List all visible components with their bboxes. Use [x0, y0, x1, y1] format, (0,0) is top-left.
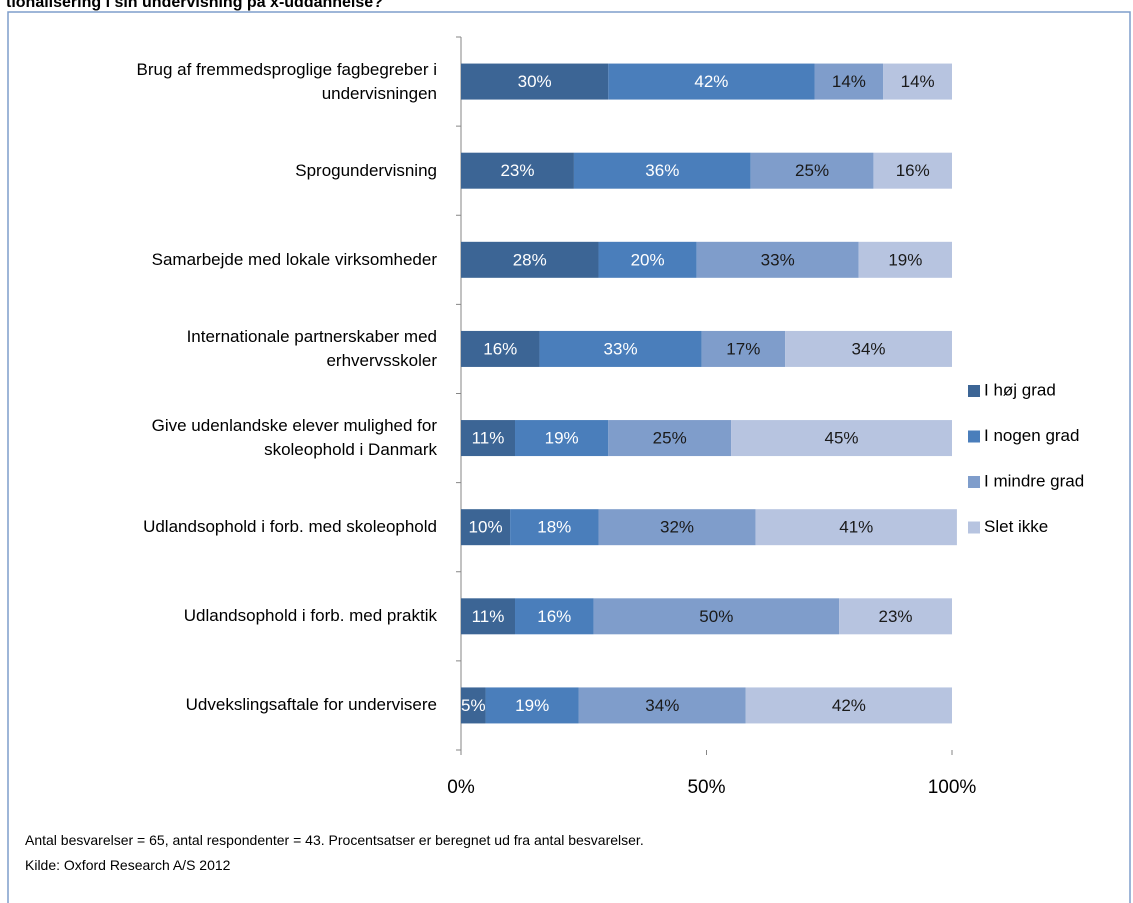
data-label: 11%: [472, 607, 505, 626]
data-label: 20%: [631, 250, 665, 269]
bar-segment: [608, 63, 815, 100]
data-label: 19%: [888, 250, 922, 269]
data-label: 33%: [604, 339, 638, 358]
bar-segment: [696, 241, 859, 278]
bar-segment: [461, 330, 540, 367]
bar-segment: [461, 420, 516, 457]
bar-segment: [461, 687, 486, 724]
data-label: 42%: [832, 696, 866, 715]
category-label: Udvekslingsaftale for undervisere: [185, 695, 437, 715]
footnote: Antal besvarelser = 65, antal respondent…: [25, 832, 644, 848]
bar-segment: [883, 63, 952, 100]
legend-label: I høj grad: [984, 380, 1056, 399]
data-label: 11%: [472, 429, 505, 448]
bar-segment: [461, 598, 516, 635]
category-label: Samarbejde med lokale virksomheder: [151, 249, 437, 269]
category-label: Brug af fremmedsproglige fagbegreber i u…: [136, 59, 438, 103]
bar-segment: [873, 152, 952, 189]
data-label: 16%: [483, 339, 517, 358]
data-label: 33%: [761, 250, 795, 269]
legend-label: I nogen grad: [984, 426, 1079, 445]
bar-segment: [745, 687, 952, 724]
x-tick-label: 100%: [928, 777, 977, 798]
bar-segment: [485, 687, 579, 724]
bar-segment: [578, 687, 746, 724]
data-label: 45%: [825, 429, 859, 448]
bar-segment: [750, 152, 874, 189]
bar-segment: [510, 509, 599, 546]
data-label: 42%: [694, 72, 728, 91]
bar-segment: [608, 420, 732, 457]
bar-segment: [593, 598, 840, 635]
data-label: 28%: [513, 250, 547, 269]
data-label: 5%: [461, 696, 486, 715]
bar-segment: [731, 420, 952, 457]
data-label: 50%: [699, 607, 733, 626]
data-label: 41%: [839, 518, 873, 537]
category-label: Udlandsophold i forb. med praktik: [183, 606, 437, 626]
category-label: Udlandsophold i forb. med skoleophold: [143, 517, 437, 537]
frame: [7, 11, 1131, 903]
data-label: 25%: [653, 429, 687, 448]
data-label: 19%: [545, 429, 579, 448]
bar-segment: [573, 152, 751, 189]
category-label: Internationale partnerskaber med erhverv…: [186, 326, 437, 370]
x-tick-label: 50%: [687, 777, 725, 798]
bar-segment: [755, 509, 957, 546]
chart-title: tionalisering i sin undervisning på x-ud…: [6, 0, 383, 11]
data-label: 36%: [645, 161, 679, 180]
legend-label: Slet ikke: [984, 517, 1048, 536]
bar-segment: [814, 63, 884, 100]
data-label: 32%: [660, 518, 694, 537]
footnote: Kilde: Oxford Research A/S 2012: [25, 857, 231, 873]
bar-segment: [858, 241, 952, 278]
legend-label: I mindre grad: [984, 471, 1084, 490]
bar-segment: [461, 509, 511, 546]
bar-segment: [461, 152, 574, 189]
data-label: 17%: [726, 339, 760, 358]
bar-segment: [461, 241, 599, 278]
data-label: 16%: [537, 607, 571, 626]
data-label: 14%: [832, 72, 866, 91]
data-label: 10%: [469, 518, 503, 537]
bar-segment: [598, 241, 697, 278]
legend-swatch: [968, 521, 980, 534]
data-label: 18%: [537, 518, 571, 537]
bar-segment: [785, 330, 952, 367]
category-label: Give udenlandske elever mulighed for sko…: [151, 416, 437, 460]
data-label: 19%: [515, 696, 549, 715]
category-label: Sprogundervisning: [295, 160, 437, 180]
bar-segment: [598, 509, 756, 546]
legend-swatch: [968, 385, 980, 397]
data-label: 25%: [795, 161, 829, 180]
bar-segment: [701, 330, 786, 367]
data-label: 23%: [879, 607, 913, 626]
data-label: 16%: [896, 161, 930, 180]
legend-swatch: [968, 430, 980, 443]
bar-segment: [839, 598, 952, 635]
data-label: 34%: [645, 696, 679, 715]
bar-segment: [515, 420, 609, 457]
data-label: 23%: [500, 161, 534, 180]
bar-segment: [539, 330, 702, 367]
bar-segment: [515, 598, 594, 635]
data-label: 30%: [518, 72, 552, 91]
data-label: 34%: [852, 339, 886, 358]
bar-segment: [461, 63, 609, 100]
data-label: 14%: [901, 72, 935, 91]
legend-swatch: [968, 476, 980, 488]
x-tick-label: 0%: [447, 777, 475, 798]
